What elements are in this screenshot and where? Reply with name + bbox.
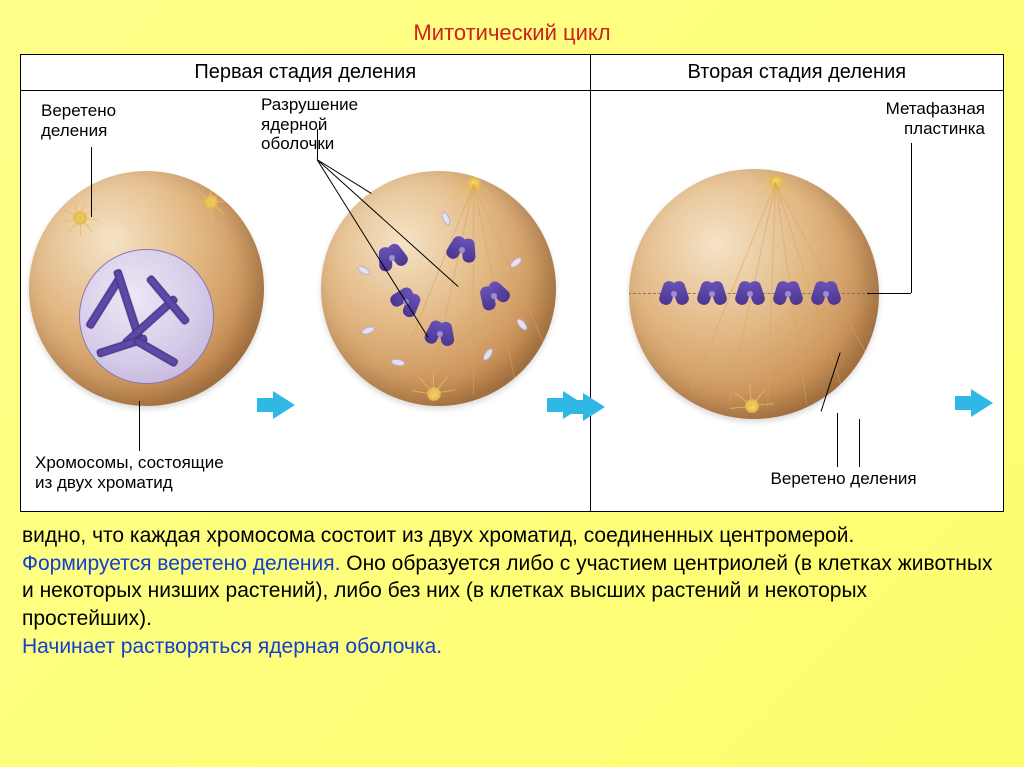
- paragraph-line3: Начинает растворяться ядерная оболочка.: [22, 635, 442, 658]
- paragraph-line2a: Формируется веретено деления.: [22, 552, 340, 575]
- description-paragraph: видно, что каждая хромосома состоит из д…: [22, 522, 1002, 661]
- table-header-stage2: Вторая стадия деления: [591, 55, 1003, 90]
- table-header-stage1: Первая стадия деления: [21, 55, 591, 90]
- label-spindle1: Веретено деления: [41, 101, 116, 140]
- label-chromatids: Хромосомы, состоящие из двух хроматид: [35, 453, 224, 492]
- leader-line: [317, 159, 372, 194]
- leader-line: [911, 143, 912, 293]
- leader-line: [859, 419, 860, 467]
- nucleus: [79, 249, 214, 384]
- stage1-cell: Веретено деления Разрушение ядерной обол…: [21, 91, 591, 511]
- leader-line: [867, 293, 911, 294]
- leader-line: [139, 401, 140, 451]
- mitosis-table: Первая стадия деления Вторая стадия деле…: [20, 54, 1004, 512]
- leader-line: [837, 413, 838, 467]
- arrow-right-icon: [971, 389, 993, 417]
- label-metaphase-plate: Метафазная пластинка: [886, 99, 985, 138]
- table-header-row: Первая стадия деления Вторая стадия деле…: [21, 55, 1003, 91]
- page-title: Митотический цикл: [0, 0, 1024, 54]
- label-envelope-breakdown: Разрушение ядерной оболочки: [261, 95, 358, 154]
- leader-line: [91, 147, 92, 217]
- paragraph-line1: видно, что каждая хромосома состоит из д…: [22, 524, 854, 547]
- prophase-cell-diagram: [29, 171, 264, 406]
- stage2-cell: Метафазная пластинка Веретено деления: [591, 91, 1003, 511]
- arrow-right-icon: [273, 391, 295, 419]
- prometaphase-cell-diagram: [321, 171, 556, 406]
- metaphase-cell-diagram: [629, 169, 879, 419]
- leader-line: [317, 129, 318, 159]
- arrow-right-icon: [583, 393, 605, 421]
- table-body: Веретено деления Разрушение ядерной обол…: [21, 91, 1003, 511]
- label-spindle2: Веретено деления: [771, 469, 917, 489]
